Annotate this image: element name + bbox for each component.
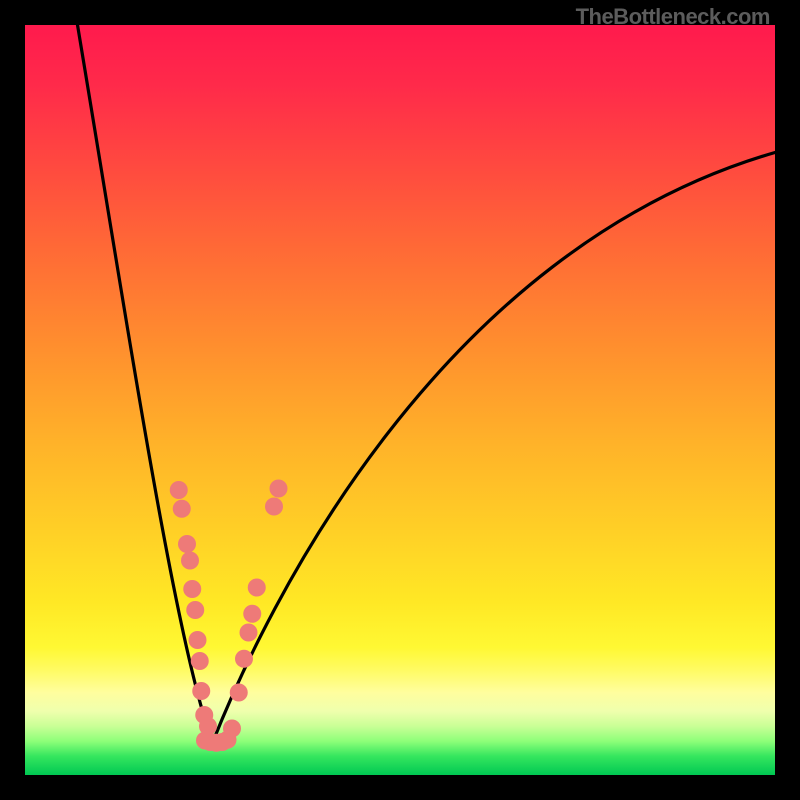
marker-dot	[186, 601, 204, 619]
marker-dot	[170, 481, 188, 499]
outer-frame: TheBottleneck.com	[0, 0, 800, 800]
marker-dot	[240, 624, 258, 642]
marker-dot	[191, 652, 209, 670]
bottleneck-curve	[78, 25, 776, 743]
marker-dot	[183, 580, 201, 598]
plot-area	[25, 25, 775, 775]
marker-dot	[173, 500, 191, 518]
marker-dot	[270, 480, 288, 498]
marker-dot	[248, 579, 266, 597]
marker-dot	[178, 535, 196, 553]
marker-dot	[265, 498, 283, 516]
marker-dot	[235, 650, 253, 668]
marker-dot	[223, 720, 241, 738]
marker-dot	[189, 631, 207, 649]
marker-dot	[181, 552, 199, 570]
marker-dot	[192, 682, 210, 700]
marker-dot	[243, 605, 261, 623]
chart-overlay	[25, 25, 775, 775]
marker-dot	[230, 684, 248, 702]
